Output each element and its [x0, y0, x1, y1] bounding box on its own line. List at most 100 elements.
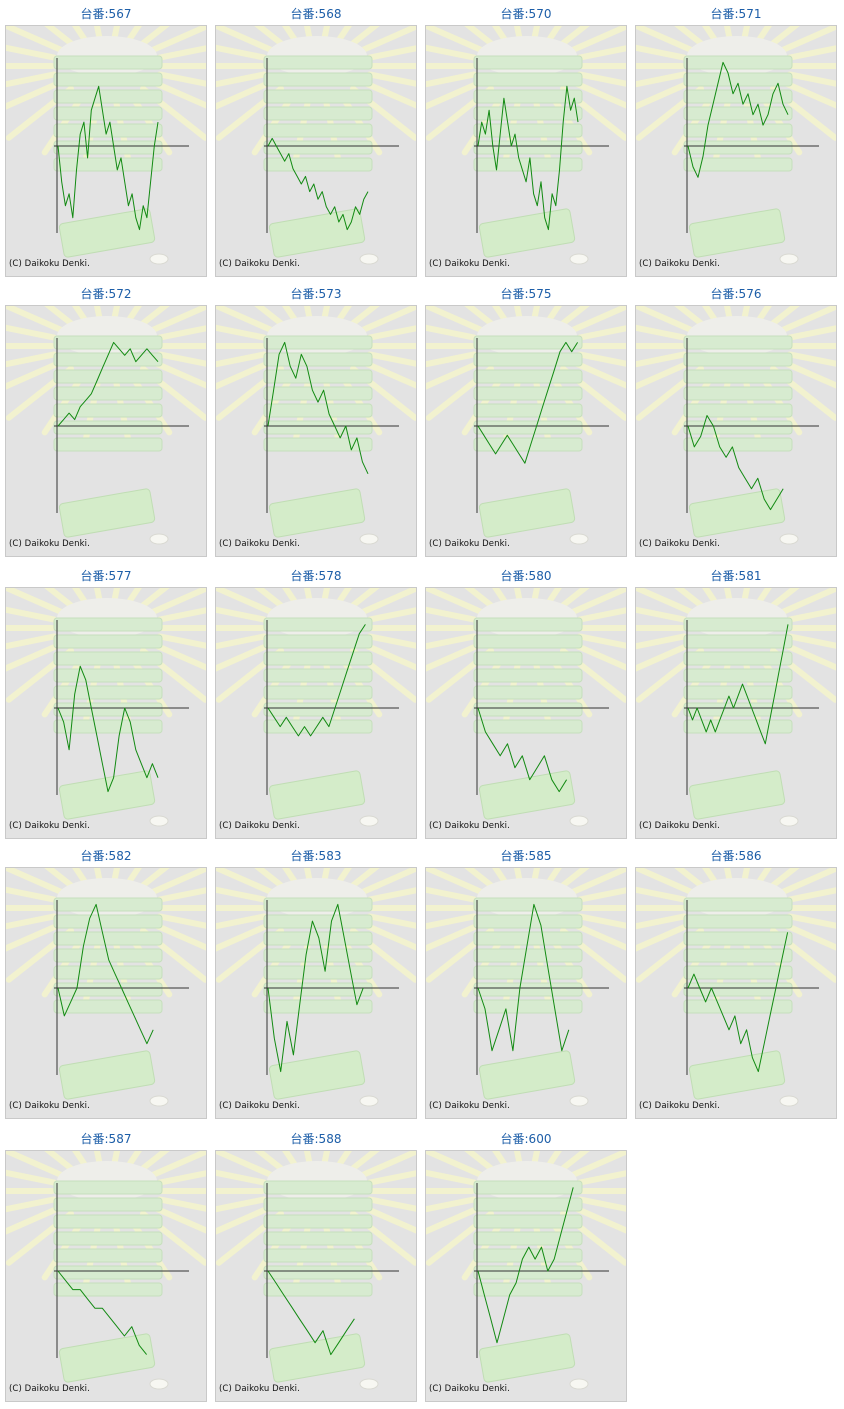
slump-graph — [426, 868, 626, 1107]
chart-panel: (C) Daikoku Denki. — [5, 867, 207, 1119]
background-box-stack — [53, 1180, 163, 1297]
background-tray — [268, 1050, 366, 1100]
slump-graph — [216, 588, 416, 827]
background-dish — [569, 1095, 589, 1107]
chart-cell: 台番:580 (C) Daikoku Denki. — [424, 562, 628, 842]
background-dish — [359, 533, 379, 545]
background-dish — [149, 533, 169, 545]
chart-panel: (C) Daikoku Denki. — [215, 587, 417, 839]
series-line — [477, 903, 570, 1052]
slump-graph — [6, 26, 206, 265]
copyright-text: (C) Daikoku Denki. — [9, 821, 90, 831]
copyright-text: (C) Daikoku Denki. — [429, 1384, 510, 1394]
background-tray — [688, 1050, 786, 1100]
chart-cell: 台番:581 (C) Daikoku Denki. — [634, 562, 838, 842]
copyright-text: (C) Daikoku Denki. — [219, 1101, 300, 1111]
copyright-text: (C) Daikoku Denki. — [219, 259, 300, 269]
chart-panel: (C) Daikoku Denki. — [425, 25, 627, 277]
machine-number-link[interactable]: 台番:570 — [500, 7, 552, 21]
copyright-text: (C) Daikoku Denki. — [9, 259, 90, 269]
chart-cell: 台番:567 (C) Daikoku Denki. — [4, 0, 208, 280]
series-line — [57, 903, 154, 1045]
background-rays — [426, 26, 626, 164]
machine-number-link[interactable]: 台番:580 — [500, 569, 552, 583]
chart-cell: 台番:585 (C) Daikoku Denki. — [424, 842, 628, 1122]
slump-graph — [216, 1151, 416, 1390]
series-line — [477, 341, 579, 464]
background-tray — [58, 1050, 156, 1100]
series-line — [267, 137, 369, 231]
machine-number-link[interactable]: 台番:571 — [710, 7, 762, 21]
series-line — [477, 1187, 574, 1344]
chart-cell: 台番:600 (C) Daikoku Denki. — [424, 1125, 628, 1405]
background-box-stack — [473, 617, 583, 734]
copyright-text: (C) Daikoku Denki. — [429, 821, 510, 831]
copyright-text: (C) Daikoku Denki. — [219, 1384, 300, 1394]
chart-panel: (C) Daikoku Denki. — [215, 1150, 417, 1402]
background-tray — [268, 208, 366, 258]
background-box-stack — [473, 1180, 583, 1297]
background-box-stack — [473, 335, 583, 452]
background-tray — [58, 488, 156, 538]
chart-cell: 台番:575 (C) Daikoku Denki. — [424, 280, 628, 560]
background-box-stack — [683, 335, 793, 452]
chart-panel: (C) Daikoku Denki. — [5, 1150, 207, 1402]
slump-graph — [426, 588, 626, 827]
background-box-stack — [473, 55, 583, 172]
chart-panel: (C) Daikoku Denki. — [635, 867, 837, 1119]
background-box-stack — [683, 897, 793, 1014]
series-line — [687, 624, 789, 745]
machine-number-link[interactable]: 台番:600 — [500, 1132, 552, 1146]
background-dish — [149, 1095, 169, 1107]
slump-graph — [6, 306, 206, 545]
background-dish — [569, 815, 589, 827]
slump-graph — [636, 588, 836, 827]
chart-panel: (C) Daikoku Denki. — [5, 305, 207, 557]
machine-number-link[interactable]: 台番:567 — [80, 7, 132, 21]
machine-number-link[interactable]: 台番:572 — [80, 287, 132, 301]
chart-cell: 台番:578 (C) Daikoku Denki. — [214, 562, 418, 842]
machine-number-link[interactable]: 台番:568 — [290, 7, 342, 21]
background-box-stack — [53, 55, 163, 172]
machine-number-link[interactable]: 台番:588 — [290, 1132, 342, 1146]
chart-panel: (C) Daikoku Denki. — [425, 587, 627, 839]
background-box-stack — [473, 897, 583, 1014]
slump-graph — [216, 306, 416, 545]
background-dish — [359, 1378, 379, 1390]
series-line — [687, 932, 789, 1073]
chart-panel: (C) Daikoku Denki. — [215, 305, 417, 557]
background-box-stack — [683, 617, 793, 734]
background-tray — [58, 208, 156, 258]
machine-number-link[interactable]: 台番:581 — [710, 569, 762, 583]
chart-panel: (C) Daikoku Denki. — [635, 587, 837, 839]
background-dish — [359, 815, 379, 827]
chart-cell: 台番:576 (C) Daikoku Denki. — [634, 280, 838, 560]
machine-number-link[interactable]: 台番:583 — [290, 849, 342, 863]
background-dish — [569, 1378, 589, 1390]
background-dish — [569, 253, 589, 265]
machine-number-link[interactable]: 台番:577 — [80, 569, 132, 583]
background-dish — [359, 253, 379, 265]
background-rays — [6, 868, 206, 1006]
series-line — [267, 903, 364, 1073]
slump-graph — [426, 306, 626, 545]
machine-number-link[interactable]: 台番:582 — [80, 849, 132, 863]
background-rays — [636, 868, 836, 1006]
machine-number-link[interactable]: 台番:586 — [710, 849, 762, 863]
machine-number-link[interactable]: 台番:576 — [710, 287, 762, 301]
chart-cell: 台番:571 (C) Daikoku Denki. — [634, 0, 838, 280]
machine-number-link[interactable]: 台番:585 — [500, 849, 552, 863]
background-tray — [688, 488, 786, 538]
chart-cell: 台番:587 (C) Daikoku Denki. — [4, 1125, 208, 1405]
machine-number-link[interactable]: 台番:587 — [80, 1132, 132, 1146]
background-box-stack — [263, 897, 373, 1014]
machine-number-link[interactable]: 台番:578 — [290, 569, 342, 583]
chart-panel: (C) Daikoku Denki. — [5, 25, 207, 277]
chart-cell: 台番:588 (C) Daikoku Denki. — [214, 1125, 418, 1405]
machine-number-link[interactable]: 台番:575 — [500, 287, 552, 301]
machine-number-link[interactable]: 台番:573 — [290, 287, 342, 301]
background-dish — [149, 1378, 169, 1390]
slump-graph — [426, 26, 626, 265]
slump-graph — [636, 306, 836, 545]
background-box-stack — [263, 55, 373, 172]
